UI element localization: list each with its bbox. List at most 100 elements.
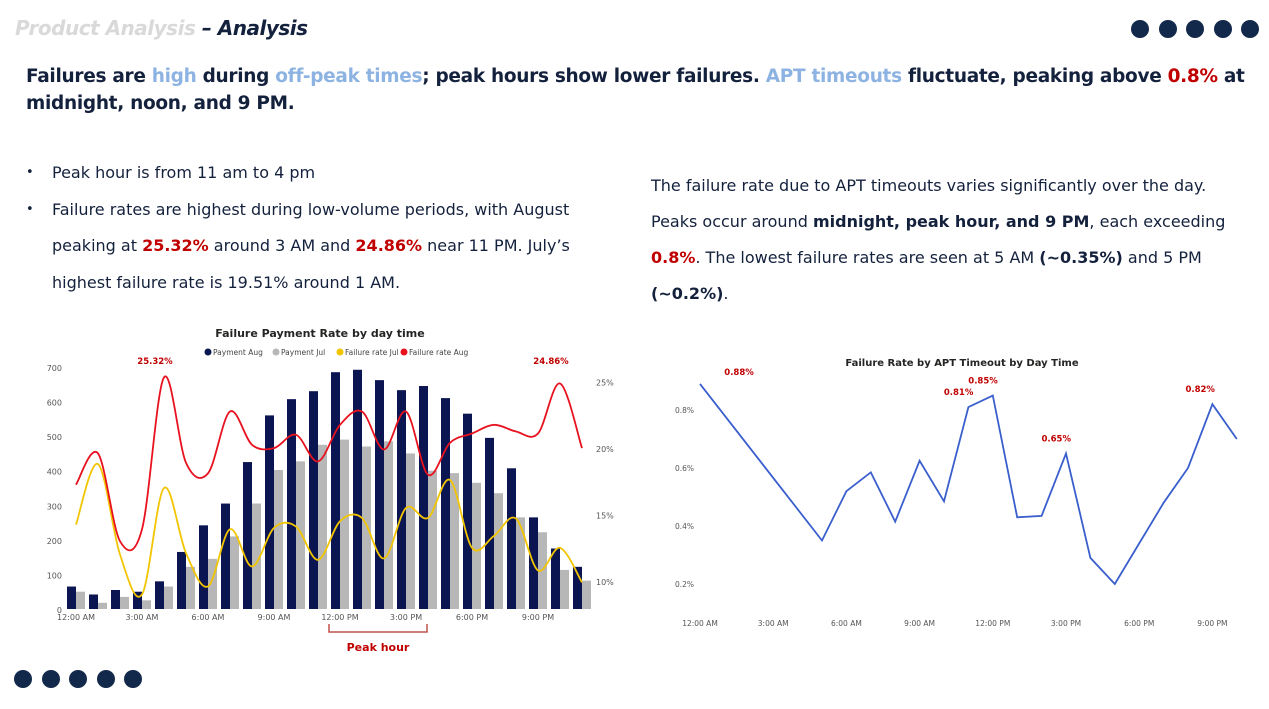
x-tick: 9:00 PM <box>522 613 554 622</box>
y-tick: 0.8% <box>675 406 694 415</box>
x-tick: 12:00 PM <box>321 613 358 622</box>
peak-hour-label: Peak hour <box>347 641 410 654</box>
bar-payment-jul <box>230 536 239 609</box>
bar-payment-aug <box>463 413 472 609</box>
bar-payment-aug <box>419 386 428 609</box>
dot-icon <box>1186 20 1204 38</box>
bar-payment-aug <box>67 586 76 609</box>
x-tick: 9:00 PM <box>1197 619 1227 628</box>
bar-payment-aug <box>177 551 186 609</box>
bullet-item: Peak hour is from 11 am to 4 pm <box>26 155 586 192</box>
y-tick-left: 600 <box>47 399 62 408</box>
dot-icon <box>41 670 60 688</box>
y-tick-left: 300 <box>47 502 62 511</box>
dot-icon <box>1131 20 1149 38</box>
bar-payment-aug <box>375 380 384 609</box>
para-bold: (~0.35%) <box>1039 248 1123 267</box>
bar-payment-jul <box>450 473 459 609</box>
hl-text: fluctuate, peaking above <box>901 66 1168 87</box>
headline: Failures are high during off-peak times;… <box>26 63 1246 117</box>
dot-icon <box>69 670 87 688</box>
bar-payment-jul <box>252 503 261 609</box>
hl-text: during <box>196 66 276 87</box>
failure-payment-rate-chart: Failure Payment Rate by day time Payment … <box>47 327 614 654</box>
y-tick-left: 700 <box>47 364 62 373</box>
hl-offpeak: off-peak times <box>275 66 423 87</box>
line-apt-failure-rate <box>699 383 1238 586</box>
para-text: and 5 PM <box>1122 248 1202 267</box>
para-highlight: 0.8% <box>651 248 696 267</box>
y-tick-left: 500 <box>47 433 62 442</box>
bar-payment-jul <box>164 586 173 609</box>
x-tick: 9:00 AM <box>904 619 935 628</box>
bullet-item: Failure rates are highest during low-vol… <box>26 192 586 302</box>
para-text: . The lowest failure rates are seen at 5… <box>695 248 1040 267</box>
x-tick: 3:00 PM <box>390 613 422 622</box>
bar-payment-jul <box>582 580 591 609</box>
hl-text: ; peak hours show lower failures. <box>422 66 766 87</box>
dot-icon <box>14 670 32 688</box>
bar-payment-aug <box>221 503 230 609</box>
bar-payment-jul <box>406 453 415 609</box>
bar-payment-jul <box>318 444 327 609</box>
y-tick-left: 200 <box>47 537 62 546</box>
chart-title: Failure Rate by APT Timeout by Day Time <box>845 358 1078 369</box>
y-tick: 0.4% <box>675 522 694 531</box>
bullet-list: Peak hour is from 11 am to 4 pm Failure … <box>26 155 586 301</box>
bullet-text: around 3 AM and <box>208 236 356 255</box>
data-label: 0.81% <box>944 388 974 398</box>
bar-payment-aug <box>111 589 120 609</box>
dot-icon <box>1213 20 1232 38</box>
y-tick-left: 100 <box>47 571 62 580</box>
y-tick: 0.6% <box>675 464 694 473</box>
y-tick-right: 15% <box>596 512 614 521</box>
dot-icon <box>1241 20 1259 38</box>
bar-payment-jul <box>494 493 503 609</box>
bar-payment-aug <box>441 398 450 609</box>
hl-high: high <box>151 66 197 87</box>
bar-payment-aug <box>353 369 362 609</box>
hl-text: at midnight, noon, and 9 PM. <box>26 66 1245 114</box>
dot-icon <box>1158 20 1177 38</box>
bar-payment-jul <box>274 470 283 609</box>
legend-marker <box>272 348 280 356</box>
bar-payment-jul <box>120 596 129 609</box>
legend-label: Payment Jul <box>281 348 325 357</box>
bullet-highlight: 25.32% <box>142 236 209 255</box>
bar-payment-aug <box>133 591 142 609</box>
y-tick-left: 400 <box>47 468 62 477</box>
legend-label: Failure rate Aug <box>409 348 469 357</box>
bullet-text: Failure rates are highest during low-vol… <box>52 199 570 256</box>
x-tick: 6:00 AM <box>192 613 225 622</box>
y-tick-right: 25% <box>596 379 614 388</box>
page-title: Product Analysis – Analysis <box>15 16 308 40</box>
line-failure-rate-aug <box>75 375 583 552</box>
legend-marker <box>204 348 212 356</box>
peak-hour-bracket <box>328 624 428 633</box>
apt-timeout-chart: Failure Rate by APT Timeout by Day Time 0… <box>675 358 1238 628</box>
bar-payment-aug <box>155 581 164 609</box>
legend-label: Payment Aug <box>213 348 263 357</box>
chart-title: Failure Payment Rate by day time <box>215 327 424 340</box>
hl-threshold: 0.8% <box>1167 66 1218 87</box>
x-tick: 6:00 PM <box>1124 619 1154 628</box>
decorative-dots-bottom <box>14 670 142 688</box>
y-tick: 0.2% <box>675 580 694 589</box>
bar-payment-aug <box>485 437 494 609</box>
y-tick-left: 0 <box>57 606 62 615</box>
para-text: , each exceeding <box>1089 212 1226 231</box>
para-text: The failure rate due to APT timeouts var… <box>651 176 1207 231</box>
bar-payment-aug <box>199 525 208 609</box>
bullet-text: near 11 PM. July’s highest failure rate … <box>52 236 570 292</box>
bar-payment-jul <box>340 439 349 609</box>
title-product: Product Analysis <box>15 16 196 40</box>
x-tick: 3:00 AM <box>126 613 159 622</box>
legend-marker <box>400 348 408 356</box>
decorative-dots-top <box>1131 20 1259 38</box>
para-bold: (~0.2%) <box>651 284 724 303</box>
dot-icon <box>124 670 142 688</box>
bar-payment-jul <box>296 461 305 609</box>
data-label: 24.86% <box>533 357 569 367</box>
bar-payment-aug <box>551 548 560 609</box>
line-failure-rate-jul <box>75 463 583 598</box>
